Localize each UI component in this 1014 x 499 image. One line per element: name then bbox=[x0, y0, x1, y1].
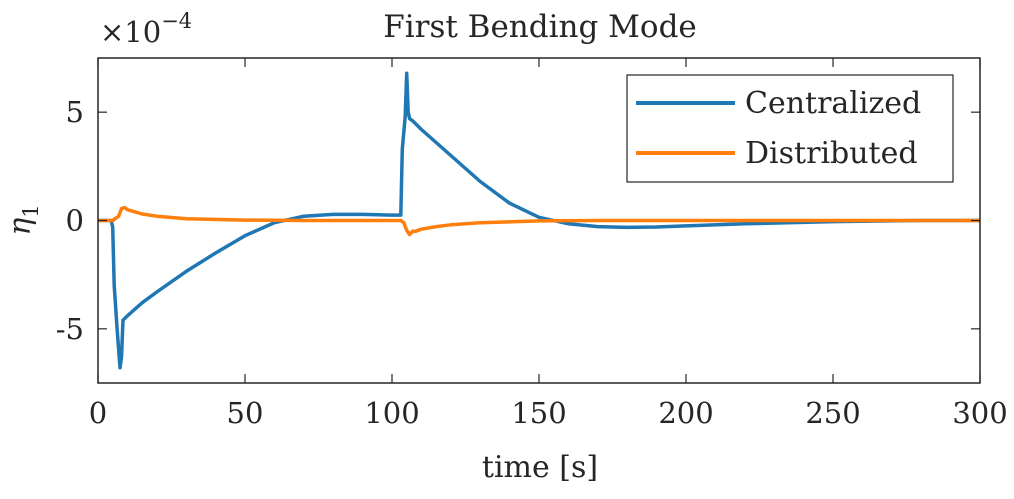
y-exponent-base: ×10 bbox=[100, 15, 161, 49]
tick-layer: 0 50 100 150 200 250 300 -5 0 5 bbox=[56, 58, 1008, 430]
svg-text:×10−4: ×10−4 bbox=[100, 9, 192, 49]
y-tick-label: -5 bbox=[56, 312, 84, 346]
x-tick-label: 0 bbox=[89, 396, 107, 430]
y-exponent-label: ×10−4 bbox=[100, 9, 192, 49]
legend-label-centralized: Centralized bbox=[745, 86, 921, 121]
y-tick-label: 5 bbox=[66, 95, 84, 129]
x-tick-label: 100 bbox=[364, 396, 419, 430]
y-tick-label: 0 bbox=[66, 204, 84, 238]
legend: Centralized Distributed bbox=[626, 74, 954, 183]
y-axis-label: η1 bbox=[3, 204, 43, 235]
y-axis-label-subscript: 1 bbox=[19, 204, 43, 217]
chart-title: First Bending Mode bbox=[383, 9, 697, 45]
x-axis-label: time [s] bbox=[482, 450, 598, 485]
svg-text:η1: η1 bbox=[3, 204, 43, 235]
x-tick-label: 200 bbox=[658, 396, 713, 430]
x-tick-label: 50 bbox=[227, 396, 264, 430]
y-exponent-power: −4 bbox=[161, 9, 192, 33]
x-tick-label: 250 bbox=[805, 396, 860, 430]
legend-box bbox=[626, 74, 954, 183]
x-tick-label: 300 bbox=[952, 396, 1007, 430]
series-line-distributed bbox=[98, 205, 980, 237]
x-tick-label: 150 bbox=[511, 396, 566, 430]
y-axis-label-symbol: η bbox=[3, 218, 38, 236]
series-layer bbox=[98, 71, 980, 370]
series-line-centralized bbox=[98, 71, 980, 370]
legend-label-distributed: Distributed bbox=[745, 136, 918, 171]
